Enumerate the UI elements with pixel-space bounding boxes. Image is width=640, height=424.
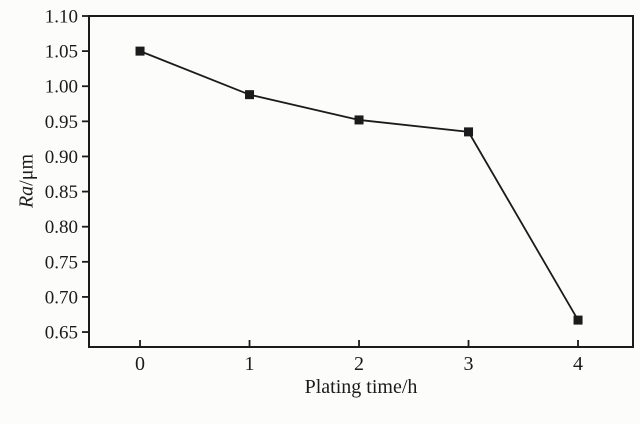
data-point-marker [354, 115, 364, 125]
y-tick-label: 0.75 [45, 252, 78, 273]
x-tick-label: 0 [135, 353, 145, 375]
y-tick-label: 0.95 [45, 112, 78, 133]
y-tick-label: 0.70 [45, 287, 78, 308]
data-point-marker [464, 127, 474, 137]
data-point-marker [135, 46, 145, 56]
x-axis-label: Plating time/h [304, 376, 418, 398]
y-tick-label: 1.10 [45, 7, 78, 28]
x-tick-label: 1 [245, 353, 255, 375]
data-line [139, 50, 579, 321]
y-tick-label: 0.90 [45, 147, 78, 168]
x-tick-label: 4 [573, 353, 583, 375]
x-tick-label: 2 [354, 353, 364, 375]
y-tick-label: 1.05 [45, 42, 78, 63]
y-tick-label: 0.85 [45, 182, 78, 203]
y-axis-label-symbol: Ra [15, 185, 38, 209]
y-axis-label-unit: /μm [15, 153, 38, 186]
y-tick-label: 1.00 [45, 77, 78, 98]
data-point-marker [245, 90, 255, 100]
y-axis-label: Ra/μm [16, 154, 39, 208]
y-tick-label: 0.65 [45, 323, 78, 344]
y-tick-label: 0.80 [45, 217, 78, 238]
plot-frame [88, 15, 634, 348]
x-tick-label: 3 [464, 353, 474, 375]
data-point-marker [573, 315, 583, 325]
